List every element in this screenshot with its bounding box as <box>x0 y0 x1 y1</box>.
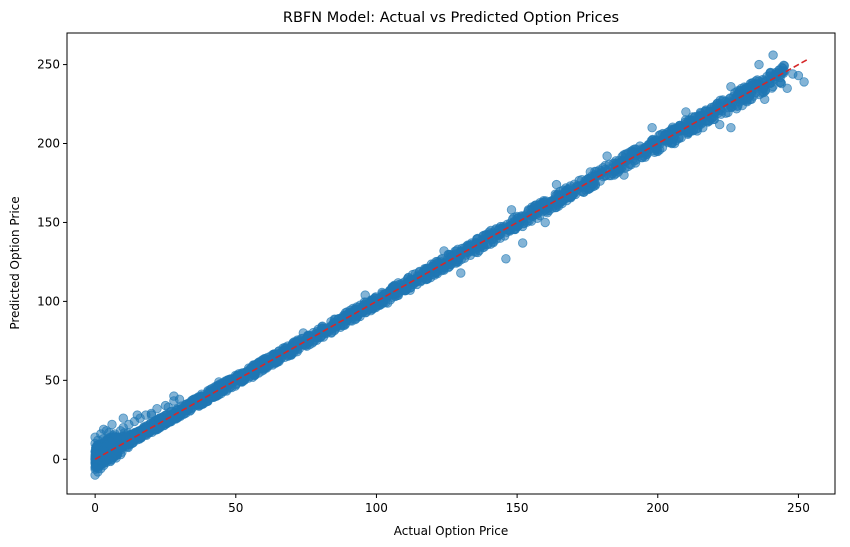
data-point <box>669 138 680 149</box>
data-point <box>754 59 764 70</box>
data-point <box>653 146 663 157</box>
data-point <box>726 122 736 133</box>
data-point <box>540 217 550 228</box>
x-tick-label: 250 <box>787 501 810 515</box>
reference-line <box>94 59 808 460</box>
data-point <box>602 151 612 161</box>
data-point <box>439 246 449 256</box>
data-point <box>613 167 624 177</box>
data-point <box>107 419 117 430</box>
data-point <box>501 254 511 264</box>
data-point <box>793 70 804 81</box>
data-point <box>568 189 579 199</box>
y-axis-label: Predicted Option Price <box>8 196 22 329</box>
x-axis-label: Actual Option Price <box>394 524 509 538</box>
data-point <box>214 377 224 387</box>
data-point <box>557 198 567 209</box>
data-point <box>523 205 534 215</box>
x-axis: 0 50 100 150 200 250 <box>91 494 810 515</box>
data-point <box>551 179 562 190</box>
data-point <box>506 205 517 215</box>
data-point <box>360 290 370 300</box>
points-layer <box>90 50 809 480</box>
data-point <box>585 167 596 177</box>
data-point <box>768 50 778 60</box>
data-point <box>731 104 742 114</box>
data-point <box>273 350 283 360</box>
data-point <box>456 268 466 278</box>
data-point <box>152 404 162 414</box>
data-point <box>495 233 505 243</box>
data-point <box>118 413 129 423</box>
x-tick-label: 0 <box>91 501 99 515</box>
data-point <box>698 122 708 133</box>
data-point <box>413 271 424 281</box>
data-point <box>473 247 483 258</box>
x-tick-label: 100 <box>365 501 388 515</box>
y-tick-label: 150 <box>37 215 60 229</box>
y-tick-label: 0 <box>52 452 60 466</box>
data-point <box>726 81 736 92</box>
data-point <box>146 410 157 420</box>
y-tick-label: 250 <box>37 58 60 72</box>
data-point <box>518 238 528 248</box>
data-point <box>715 119 725 130</box>
data-point <box>765 67 776 78</box>
data-point <box>383 298 393 308</box>
data-point <box>326 328 337 338</box>
y-tick-label: 100 <box>37 294 60 308</box>
data-point <box>748 91 759 101</box>
y-tick-label: 50 <box>45 373 60 387</box>
data-point <box>132 410 143 420</box>
x-tick-label: 200 <box>646 501 669 515</box>
data-point <box>169 391 179 401</box>
y-axis: 0 50 100 150 200 250 <box>37 58 67 466</box>
data-point <box>247 372 258 382</box>
data-point <box>647 122 657 133</box>
x-tick-label: 150 <box>506 501 529 515</box>
data-point <box>512 220 522 231</box>
data-point <box>602 165 612 176</box>
data-point <box>751 81 761 92</box>
data-point <box>799 77 809 87</box>
chart-title: RBFN Model: Actual vs Predicted Option P… <box>283 10 619 26</box>
data-point <box>782 83 792 94</box>
data-point <box>98 424 109 435</box>
data-point <box>160 418 171 428</box>
data-point <box>270 358 280 368</box>
data-point <box>163 402 174 412</box>
x-tick-label: 50 <box>228 501 243 515</box>
data-point <box>760 94 770 105</box>
data-point <box>298 328 309 338</box>
plot-frame <box>66 32 836 495</box>
data-point <box>405 285 415 296</box>
y-tick-label: 200 <box>37 137 60 151</box>
data-point <box>461 244 472 255</box>
data-point <box>681 107 691 117</box>
